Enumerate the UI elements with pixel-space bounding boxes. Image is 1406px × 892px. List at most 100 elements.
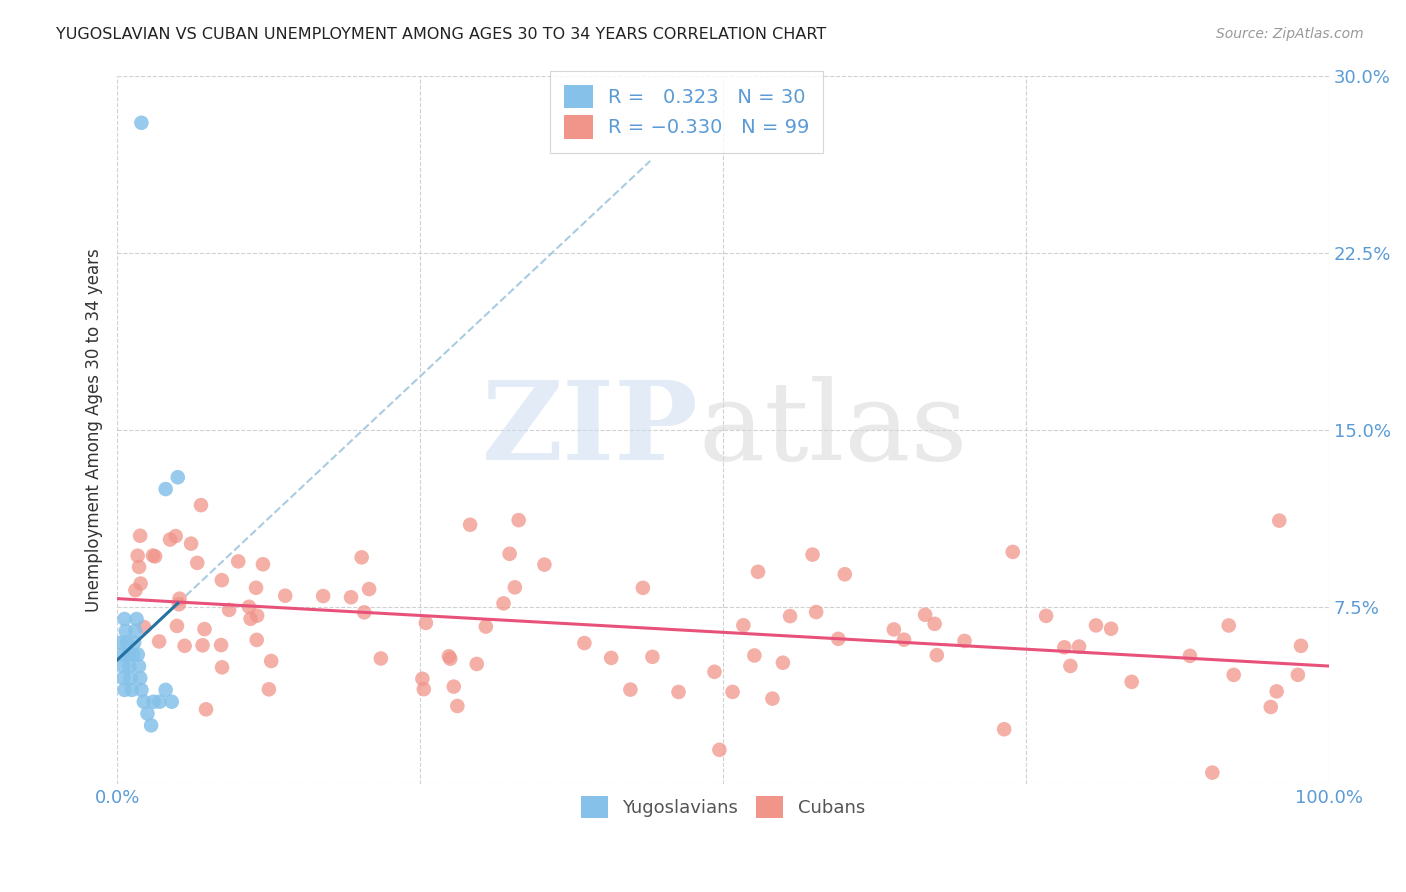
Cubans [274,589,297,603]
Cubans [180,536,202,550]
Cubans [312,589,335,603]
Cubans [1059,659,1081,673]
Text: atlas: atlas [699,376,969,483]
Cubans [134,620,156,634]
Yugoslavians [124,624,146,638]
Cubans [148,634,170,648]
Cubans [159,533,181,547]
Cubans [600,651,623,665]
Cubans [1067,640,1090,654]
Cubans [252,558,274,572]
Yugoslavians [142,695,165,709]
Yugoslavians [112,671,135,685]
Cubans [142,549,165,563]
Cubans [893,632,915,647]
Cubans [211,573,233,587]
Cubans [209,638,232,652]
Cubans [193,622,215,636]
Cubans [350,550,373,565]
Cubans [779,609,801,624]
Cubans [703,665,725,679]
Yugoslavians [155,482,177,496]
Yugoslavians [149,695,172,709]
Cubans [744,648,766,663]
Cubans [167,597,190,611]
Cubans [953,634,976,648]
Yugoslavians [117,648,139,662]
Yugoslavians [131,116,153,130]
Cubans [190,498,212,512]
Cubans [574,636,596,650]
Cubans [411,672,433,686]
Yugoslavians [129,671,152,685]
Yugoslavians [125,612,148,626]
Yugoslavians [122,635,145,649]
Cubans [1222,668,1244,682]
Cubans [668,685,690,699]
Yugoslavians [111,648,134,662]
Cubans [129,576,152,591]
Yugoslavians [155,682,177,697]
Cubans [631,581,654,595]
Cubans [1121,674,1143,689]
Cubans [340,591,363,605]
Cubans [359,582,381,596]
Cubans [1265,684,1288,698]
Y-axis label: Unemployment Among Ages 30 to 34 years: Unemployment Among Ages 30 to 34 years [86,248,103,612]
Cubans [1289,639,1312,653]
Cubans [1201,765,1223,780]
Cubans [191,638,214,652]
Cubans [834,567,856,582]
Yugoslavians [121,682,143,697]
Yugoslavians [122,648,145,662]
Cubans [1085,618,1108,632]
Cubans [1178,648,1201,663]
Cubans [1001,545,1024,559]
Yugoslavians [120,671,142,685]
Yugoslavians [166,470,188,484]
Cubans [533,558,555,572]
Cubans [246,632,269,647]
Cubans [173,639,195,653]
Cubans [465,657,488,671]
Cubans [883,623,905,637]
Yugoslavians [115,635,138,649]
Cubans [415,615,437,630]
Cubans [772,656,794,670]
Yugoslavians [139,718,162,732]
Cubans [761,691,783,706]
Cubans [508,513,530,527]
Cubans [925,648,948,662]
Yugoslavians [110,635,132,649]
Cubans [924,616,946,631]
Yugoslavians [128,659,150,673]
Cubans [1218,618,1240,632]
Cubans [1268,514,1291,528]
Cubans [437,649,460,664]
Yugoslavians [114,682,136,697]
Cubans [498,547,520,561]
Yugoslavians [112,659,135,673]
Cubans [124,583,146,598]
Legend: Yugoslavians, Cubans: Yugoslavians, Cubans [574,789,872,825]
Cubans [239,612,262,626]
Cubans [226,554,249,568]
Cubans [458,517,481,532]
Yugoslavians [131,682,153,697]
Yugoslavians [127,648,149,662]
Cubans [195,702,218,716]
Cubans [443,680,465,694]
Text: YUGOSLAVIAN VS CUBAN UNEMPLOYMENT AMONG AGES 30 TO 34 YEARS CORRELATION CHART: YUGOSLAVIAN VS CUBAN UNEMPLOYMENT AMONG … [56,27,827,42]
Cubans [439,651,461,665]
Cubans [211,660,233,674]
Yugoslavians [132,695,155,709]
Text: ZIP: ZIP [482,376,699,483]
Cubans [709,743,731,757]
Cubans [993,723,1015,737]
Cubans [166,619,188,633]
Cubans [1035,608,1057,623]
Cubans [827,632,849,646]
Cubans [747,565,769,579]
Cubans [475,619,498,633]
Cubans [412,682,434,697]
